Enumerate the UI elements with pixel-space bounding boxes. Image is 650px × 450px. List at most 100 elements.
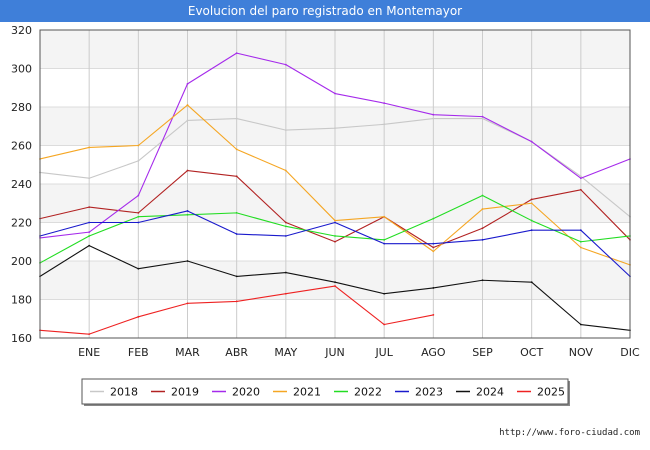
- data-point: [481, 238, 484, 241]
- axes-layer: 160 180 200 220 240 260 280 300 320 ENE FEB MAR ABR M…: [11, 24, 640, 359]
- data-point: [284, 169, 287, 172]
- data-point: [432, 250, 435, 253]
- data-point: [579, 240, 582, 243]
- legend-label: 2018: [110, 386, 138, 399]
- data-point: [334, 281, 336, 284]
- data-point: [383, 215, 386, 218]
- data-point: [579, 175, 582, 178]
- data-point: [530, 140, 533, 143]
- data-point: [481, 115, 484, 118]
- data-point: [334, 127, 336, 130]
- x-tick-label: JUL: [374, 346, 393, 359]
- x-tick-label: DIC: [620, 346, 640, 359]
- data-point: [235, 52, 238, 54]
- chart-title: Evolucion del paro registrado en Montema…: [0, 0, 650, 22]
- y-tick-label: 160: [11, 332, 32, 345]
- data-point: [186, 213, 189, 216]
- data-point: [235, 117, 238, 120]
- legend-label: 2019: [171, 386, 199, 399]
- y-tick-label: 280: [11, 101, 32, 114]
- legend-label: 2022: [354, 386, 382, 399]
- data-point: [432, 242, 435, 245]
- series-2022: [39, 194, 631, 264]
- y-tick-label: 260: [11, 140, 32, 153]
- data-point: [186, 119, 189, 122]
- legend-label: 2025: [537, 386, 565, 399]
- x-tick-label: MAY: [274, 346, 297, 359]
- legend-label: 2024: [476, 386, 504, 399]
- data-point: [383, 242, 386, 245]
- data-point: [137, 144, 140, 147]
- data-point: [137, 160, 140, 162]
- data-point: [284, 221, 287, 224]
- data-point: [88, 244, 91, 247]
- data-point: [186, 260, 189, 262]
- x-tick-label: AGO: [421, 346, 446, 359]
- x-tick-label: ENE: [78, 346, 100, 359]
- data-point: [186, 169, 189, 172]
- data-point: [432, 246, 435, 249]
- y-tick-label: 220: [11, 217, 32, 230]
- series-layer: [39, 52, 631, 336]
- data-point: [284, 292, 287, 295]
- data-point: [284, 129, 287, 132]
- data-point: [137, 315, 140, 318]
- data-point: [235, 300, 238, 303]
- data-point: [530, 229, 533, 232]
- data-point: [432, 117, 435, 120]
- data-point: [481, 279, 484, 282]
- data-point: [284, 225, 287, 228]
- y-tick-label: 300: [11, 63, 32, 76]
- data-point: [481, 227, 484, 230]
- series-2021: [39, 104, 631, 266]
- data-point: [186, 302, 189, 305]
- data-point: [383, 123, 386, 126]
- y-tick-label: 240: [11, 178, 32, 191]
- x-tick-label: NOV: [569, 346, 594, 359]
- data-point: [88, 231, 91, 234]
- data-point: [284, 235, 287, 237]
- data-point: [481, 194, 484, 197]
- data-point: [88, 221, 91, 224]
- data-point: [530, 198, 533, 201]
- y-tick-label: 180: [11, 294, 32, 307]
- data-point: [137, 215, 140, 218]
- data-point: [137, 211, 140, 214]
- data-point: [579, 246, 582, 249]
- y-tick-label: 200: [11, 255, 32, 268]
- data-point: [579, 188, 582, 191]
- data-point: [383, 292, 386, 295]
- data-point: [432, 314, 435, 316]
- data-point: [432, 217, 435, 220]
- data-point: [235, 148, 238, 151]
- data-point: [186, 210, 189, 212]
- data-point: [530, 202, 533, 205]
- data-point: [334, 92, 336, 95]
- x-tick-label: FEB: [128, 346, 149, 359]
- x-tick-label: ABR: [225, 346, 248, 359]
- source-url: http://www.foro-ciudad.com: [499, 428, 640, 438]
- data-point: [137, 267, 140, 270]
- x-tick-label: JUN: [324, 346, 345, 359]
- legend: 2018 2019 2020 2021 2022 2023 2024 2025: [81, 378, 570, 406]
- data-point: [186, 104, 189, 106]
- plot-frame: [39, 29, 631, 339]
- data-point: [481, 208, 484, 210]
- data-point: [530, 281, 533, 284]
- data-point: [186, 83, 189, 85]
- data-point: [235, 211, 238, 214]
- data-point: [481, 117, 484, 120]
- data-point: [334, 240, 336, 243]
- data-point: [579, 177, 582, 180]
- legend-label: 2021: [293, 386, 321, 399]
- data-point: [284, 271, 287, 274]
- data-point: [579, 323, 582, 326]
- data-point: [383, 238, 386, 241]
- data-point: [334, 235, 336, 237]
- x-tick-label: OCT: [520, 346, 543, 359]
- data-point: [88, 235, 91, 237]
- data-point: [88, 206, 91, 209]
- x-tick-label: MAR: [175, 346, 200, 359]
- y-tick-label: 320: [11, 24, 32, 37]
